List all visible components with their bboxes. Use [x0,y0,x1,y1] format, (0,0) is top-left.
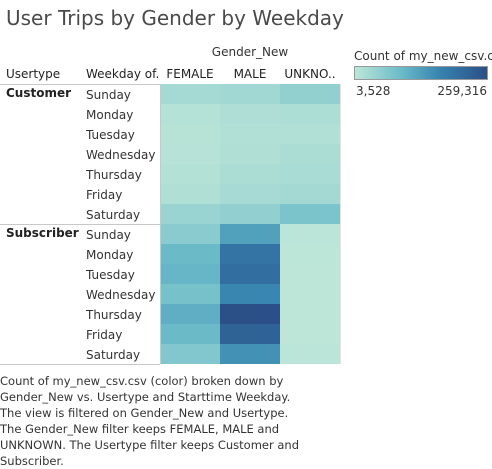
heatmap-cell[interactable] [220,324,280,344]
heatmap-cell[interactable] [220,284,280,304]
heatmap-cell[interactable] [280,204,340,224]
heatmap-cell[interactable] [280,264,340,284]
heatmap-cell[interactable] [160,84,220,104]
group-divider [0,224,160,225]
row-header-divider [160,84,161,364]
gender-column-female[interactable]: FEMALE [166,67,214,81]
weekday-label[interactable]: Monday [86,248,134,262]
heatmap-cell[interactable] [160,304,220,324]
heatmap-cell[interactable] [220,144,280,164]
heatmap-cell[interactable] [160,244,220,264]
heatmap-cell[interactable] [280,184,340,204]
usertype-label-customer[interactable]: Customer [6,86,72,100]
weekday-label[interactable]: Sunday [86,228,131,242]
weekday-label[interactable]: Wednesday [86,288,156,302]
legend-title: Count of my_new_csv.c.. [354,49,492,63]
usertype-label-subscriber[interactable]: Subscriber [6,226,79,240]
heatmap-cell[interactable] [220,344,280,364]
heatmap-cell[interactable] [280,164,340,184]
weekday-label[interactable]: Tuesday [86,128,135,142]
heatmap-cell[interactable] [280,344,340,364]
usertype-column-header[interactable]: Usertype [6,67,61,81]
heatmap-cell[interactable] [160,264,220,284]
heatmap-cell[interactable] [160,184,220,204]
heatmap-cell[interactable] [160,164,220,184]
heatmap-cell[interactable] [160,344,220,364]
heatmap-cell[interactable] [220,164,280,184]
heatmap-cell[interactable] [220,204,280,224]
heatmap-cell[interactable] [160,204,220,224]
heatmap-cell[interactable] [220,104,280,124]
legend-min-label: 3,528 [356,84,391,98]
heatmap-cell[interactable] [220,84,280,104]
gender-column-male[interactable]: MALE [233,67,267,81]
heatmap-cell[interactable] [160,144,220,164]
weekday-label[interactable]: Thursday [86,308,142,322]
weekday-label[interactable]: Friday [86,328,123,342]
heatmap-cell[interactable] [160,224,220,244]
weekday-label[interactable]: Saturday [86,208,141,222]
heatmap-cell[interactable] [280,324,340,344]
heatmap-cell[interactable] [220,264,280,284]
weekday-label[interactable]: Wednesday [86,148,156,162]
grid-right-border [340,84,341,364]
heatmap-cell[interactable] [280,304,340,324]
heatmap-cell[interactable] [160,324,220,344]
heatmap-cell[interactable] [220,184,280,204]
weekday-label[interactable]: Monday [86,108,134,122]
heatmap-cell[interactable] [220,124,280,144]
heatmap-cell[interactable] [220,304,280,324]
heatmap-cell[interactable] [280,144,340,164]
weekday-label[interactable]: Sunday [86,88,131,102]
heatmap-cell[interactable] [280,84,340,104]
heatmap-cell[interactable] [220,244,280,264]
weekday-label[interactable]: Tuesday [86,268,135,282]
heatmap-cell[interactable] [160,104,220,124]
color-legend-ramp[interactable] [354,66,488,80]
chart-title: User Trips by Gender by Weekday [6,6,344,30]
legend-max-label: 259,316 [437,84,487,98]
heatmap-cell[interactable] [160,124,220,144]
bottom-divider [0,364,160,365]
gender-group-header[interactable]: Gender_New [211,45,289,59]
heatmap-cell[interactable] [280,124,340,144]
heatmap-cell[interactable] [280,224,340,244]
weekday-label[interactable]: Friday [86,188,123,202]
heatmap-cell[interactable] [160,284,220,304]
gender-column-unknown[interactable]: UNKNO.. [284,67,336,81]
heatmap-cell[interactable] [220,224,280,244]
heatmap-cell[interactable] [280,284,340,304]
heatmap-cell[interactable] [280,244,340,264]
weekday-label[interactable]: Thursday [86,168,142,182]
weekday-column-header[interactable]: Weekday of.. [86,67,160,81]
weekday-label[interactable]: Saturday [86,348,141,362]
caption-text: Count of my_new_csv.csv (color) broken d… [0,374,300,468]
heatmap-cell[interactable] [280,104,340,124]
